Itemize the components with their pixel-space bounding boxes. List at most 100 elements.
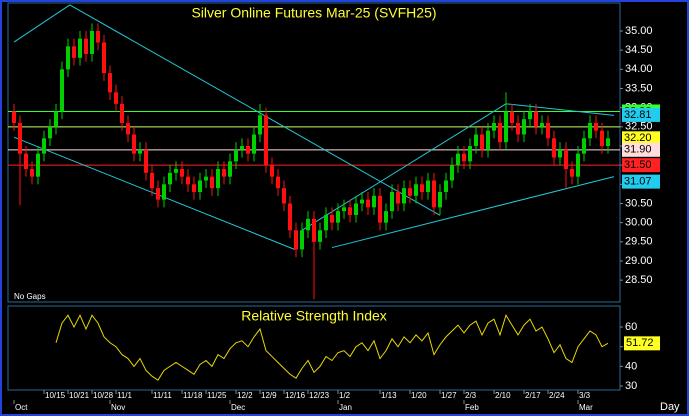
candle-body — [132, 134, 136, 154]
chart-title: Silver Online Futures Mar-25 (SVFH25) — [191, 5, 436, 21]
candle-body — [234, 149, 238, 162]
candle-body — [72, 46, 76, 58]
candle-body — [408, 188, 412, 196]
candle-body — [444, 180, 448, 192]
y-tick-label: 29.50 — [625, 236, 653, 248]
candle-body — [420, 184, 424, 192]
x-tick-label: 10/15 — [45, 391, 66, 400]
candle-body — [552, 138, 556, 158]
candle-body — [534, 111, 538, 127]
candle-body — [540, 122, 544, 127]
candle-body — [18, 122, 22, 154]
candle-body — [102, 42, 106, 74]
candle-body — [474, 134, 478, 146]
candle-body — [498, 122, 502, 143]
x-tick-label: 2/10 — [495, 391, 511, 400]
candle-body — [162, 184, 166, 200]
candle-body — [390, 191, 394, 212]
candle-body — [558, 149, 562, 158]
candle-body — [492, 122, 496, 131]
x-tick-label: 1/13 — [381, 391, 397, 400]
candle-body — [582, 138, 586, 154]
candle-body — [306, 218, 310, 231]
candle-body — [204, 176, 208, 181]
candle-body — [594, 122, 598, 131]
candle-body — [12, 111, 16, 123]
x-tick-label: 10/28 — [93, 391, 114, 400]
x-tick-label: 12/16 — [285, 391, 306, 400]
x-tick-label: 1/2 — [339, 391, 351, 400]
candle-body — [288, 203, 292, 231]
candle-body — [426, 180, 430, 192]
rsi-plot — [55, 314, 609, 381]
rsi-pane — [7, 305, 621, 391]
y-tick-label: 34.00 — [625, 63, 653, 75]
candle-body — [330, 214, 334, 223]
x-tick-label: 11/18 — [183, 391, 203, 400]
candle-body — [294, 230, 298, 250]
candle-body — [138, 149, 142, 154]
x-tick-label: 2/17 — [525, 391, 541, 400]
candle-body — [348, 207, 352, 215]
x-tick-label: 2/24 — [549, 391, 565, 400]
candle-body — [198, 180, 202, 192]
level-box — [622, 174, 660, 189]
candle-body — [240, 145, 244, 150]
month-label: Nov — [111, 403, 125, 412]
candle-body — [384, 211, 388, 223]
trendline — [301, 103, 507, 231]
trendline — [331, 176, 615, 249]
rsi-value-box — [624, 336, 660, 351]
candle-body — [414, 184, 418, 196]
candle-body — [210, 176, 214, 189]
month-label: Mar — [579, 403, 593, 412]
axes: 28.5029.0029.5030.0030.5031.0031.5032.00… — [13, 25, 660, 412]
candle-body — [270, 165, 274, 177]
candle-body — [300, 230, 304, 250]
candle-body — [246, 145, 250, 154]
price-plot — [8, 4, 620, 300]
level-box — [622, 131, 660, 146]
trendline — [69, 4, 441, 216]
candle-body — [312, 218, 316, 242]
candle-body — [372, 195, 376, 208]
month-label: Oct — [15, 403, 28, 412]
x-tick-label: 11/1 — [117, 391, 133, 400]
candle-body — [192, 184, 196, 192]
rsi-title: Relative Strength Index — [241, 308, 387, 324]
candle-body — [174, 168, 178, 173]
x-tick-label: 12/9 — [261, 391, 277, 400]
candle-body — [432, 180, 436, 208]
candle-body — [486, 130, 490, 150]
level-box — [622, 107, 660, 122]
y-tick-label: 33.50 — [625, 82, 653, 94]
x-tick-label: 12/2 — [237, 391, 253, 400]
level-label: 31.90 — [624, 144, 652, 156]
candle-body — [48, 126, 52, 139]
candle-body — [528, 111, 532, 120]
candle-body — [588, 122, 592, 139]
x-tick-label: 3/3 — [579, 391, 591, 400]
candle-body — [516, 122, 520, 135]
candle-body — [216, 168, 220, 189]
candle-body — [546, 122, 550, 139]
rsi-value-label: 51.72 — [626, 337, 654, 349]
month-label: Jan — [339, 403, 352, 412]
candle-body — [522, 119, 526, 135]
candle-body — [360, 199, 364, 204]
candle-body — [282, 188, 286, 204]
level-box — [622, 142, 660, 157]
candle-body — [456, 153, 460, 166]
candle-body — [318, 230, 322, 242]
x-tick-label: 2/3 — [465, 391, 477, 400]
y-tick-label: 35.00 — [625, 25, 653, 37]
candle-body — [438, 191, 442, 208]
candle-body — [180, 168, 184, 177]
price-pane — [7, 2, 621, 303]
rsi-tick-label: 60 — [625, 321, 637, 333]
rsi-line — [55, 314, 609, 381]
candle-body — [462, 153, 466, 162]
candle-body — [564, 149, 568, 169]
candle-body — [258, 115, 262, 135]
